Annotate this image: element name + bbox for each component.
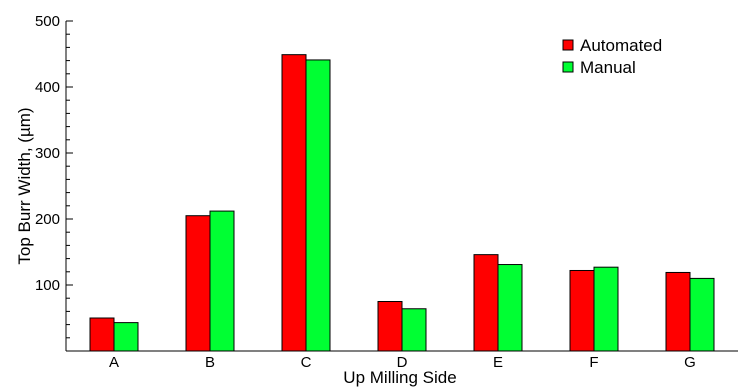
bar-automated-b: [185, 215, 211, 352]
x-axis-title: Up Milling Side: [343, 368, 456, 387]
y-tick-label: 500: [35, 13, 60, 30]
bar-manual-c: [305, 59, 331, 352]
x-tick-label: C: [301, 354, 312, 371]
x-tick-label: B: [205, 354, 215, 371]
bar-manual-g: [689, 277, 715, 352]
bar-automated-d: [377, 301, 403, 352]
legend-label-manual: Manual: [580, 58, 636, 77]
bar-automated-f: [569, 269, 595, 352]
bars: [89, 54, 715, 352]
bar-manual-f: [593, 266, 619, 352]
legend-swatch-manual: [562, 61, 574, 73]
bar-manual-e: [497, 264, 523, 352]
bar-automated-a: [89, 317, 115, 352]
x-tick-label: F: [589, 354, 598, 371]
legend-swatch-automated: [562, 39, 574, 51]
bar-manual-b: [209, 210, 235, 352]
x-tick-label: A: [109, 354, 119, 371]
bar-manual-d: [401, 308, 427, 352]
bar-automated-g: [665, 271, 691, 352]
legend-label-automated: Automated: [580, 36, 662, 55]
x-tick-label: E: [493, 354, 503, 371]
ticks: 100 200 300 400 500 A B C D E F G: [35, 13, 696, 371]
y-axis-title: Top Burr Width, (µm): [15, 107, 34, 264]
y-tick-label: 300: [35, 145, 60, 162]
x-tick-label: D: [397, 354, 408, 371]
bar-automated-c: [281, 54, 307, 352]
x-tick-label: G: [684, 354, 696, 371]
y-tick-label: 400: [35, 79, 60, 96]
y-tick-label: 100: [35, 277, 60, 294]
bar-manual-a: [113, 322, 139, 352]
y-tick-label: 200: [35, 211, 60, 228]
legend: Automated Manual: [562, 36, 662, 77]
bar-automated-e: [473, 254, 499, 352]
